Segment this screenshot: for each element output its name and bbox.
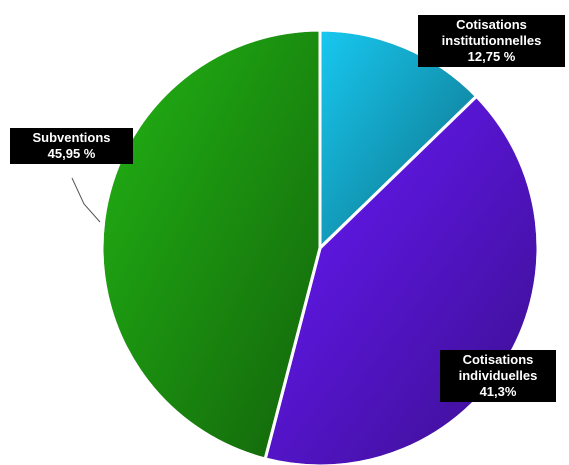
leader-line <box>71 177 101 223</box>
slice-label: Subventions 45,95 % <box>10 128 133 164</box>
slice-label: Cotisations institutionnelles 12,75 % <box>418 15 565 67</box>
category-name: Cotisations institutionnelles <box>441 17 542 48</box>
slice-shade <box>318 28 479 252</box>
value-label: 12,75 % <box>467 49 516 64</box>
category-name: Cotisations individuelles <box>458 352 538 383</box>
slice-shade <box>100 28 322 461</box>
value-label: 41,3% <box>479 384 517 399</box>
slice-label: Cotisations individuelles 41,3% <box>440 350 556 402</box>
value-label: 45,95 % <box>47 146 96 161</box>
category-name: Subventions <box>32 130 111 145</box>
